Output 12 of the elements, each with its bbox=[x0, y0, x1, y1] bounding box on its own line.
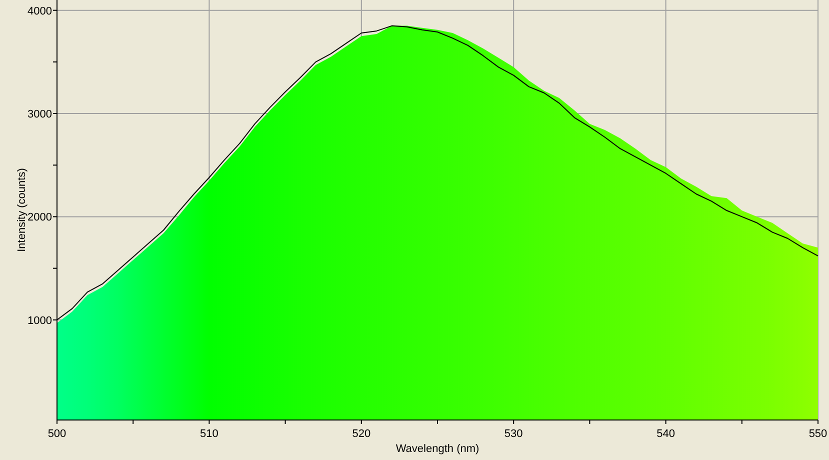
x-tick-label: 510 bbox=[200, 428, 218, 440]
x-tick-label: 540 bbox=[656, 428, 675, 440]
x-tick-label: 550 bbox=[808, 428, 828, 440]
x-axis-title: Wavelength (nm) bbox=[396, 443, 480, 455]
x-tick-label: 520 bbox=[352, 428, 371, 440]
y-axis-title: Intensity (counts) bbox=[16, 168, 28, 252]
x-tick-label: 530 bbox=[504, 428, 523, 440]
y-tick-label: 1000 bbox=[28, 314, 52, 327]
y-tick-label: 2000 bbox=[28, 212, 52, 224]
y-tick-label: 3000 bbox=[28, 108, 52, 121]
y-tick-label: 4000 bbox=[28, 5, 52, 18]
x-tick-label: 500 bbox=[48, 428, 66, 440]
